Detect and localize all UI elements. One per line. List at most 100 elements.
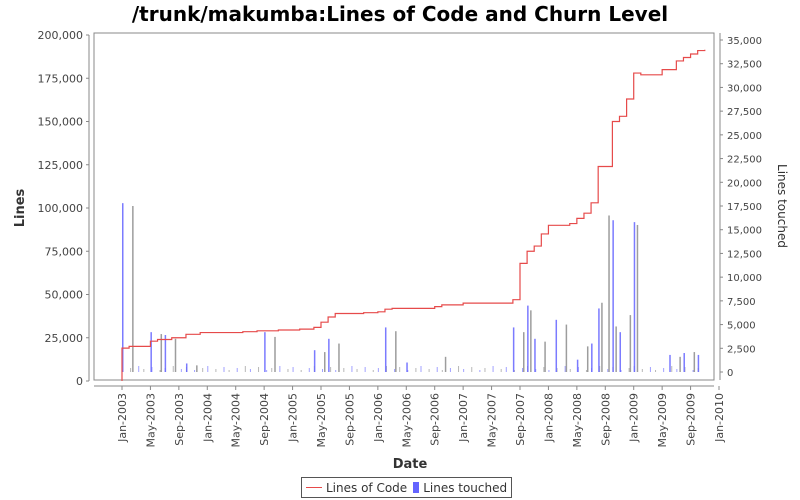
churn-bar bbox=[185, 363, 188, 372]
churn-bar bbox=[565, 324, 568, 372]
x-tick-label: Sep-2006 bbox=[429, 393, 442, 446]
y-right-tick-label: 27,500 bbox=[727, 107, 762, 118]
churn-bar bbox=[530, 310, 532, 372]
x-tick-label: Sep-2009 bbox=[685, 393, 698, 446]
churn-bar bbox=[615, 326, 617, 372]
churn-bar bbox=[523, 332, 525, 372]
y-tick-label: 200,000 bbox=[38, 29, 84, 42]
x-tick-label: Sep-2008 bbox=[599, 393, 612, 446]
legend-line-swatch bbox=[306, 487, 322, 488]
churn-bar bbox=[512, 327, 515, 372]
churn-bar bbox=[586, 346, 589, 372]
left-y-axis: 0 25,000 50,000 75,000 100,000 125,000 150,000… bbox=[38, 29, 90, 388]
churn-bar bbox=[324, 352, 326, 372]
y-right-tick-label: 25,000 bbox=[727, 131, 762, 142]
churn-bar bbox=[274, 336, 276, 372]
x-tick-label: Jan-2003 bbox=[116, 393, 129, 443]
churn-bar bbox=[527, 305, 529, 372]
churn-bar bbox=[619, 332, 621, 372]
x-axis: Jan-2003 May-2003 Sep-2003 Jan-2004 May-2004… bbox=[94, 385, 726, 448]
y-right-tick-label: 0 bbox=[727, 368, 733, 379]
y-tick-label: 150,000 bbox=[38, 116, 84, 129]
y-tick-label: 50,000 bbox=[45, 289, 84, 302]
x-tick-label: Sep-2007 bbox=[514, 393, 527, 446]
churn-bar bbox=[683, 353, 685, 372]
x-axis-label: Date bbox=[393, 457, 428, 472]
legend-bar-swatch bbox=[413, 482, 420, 493]
chart-title: /trunk/makumba:Lines of Code and Churn L… bbox=[131, 2, 669, 26]
churn-bar bbox=[555, 319, 558, 372]
x-tick-label: May-2004 bbox=[230, 393, 243, 448]
churn-bar bbox=[534, 338, 536, 372]
x-tick-label: Jan-2006 bbox=[372, 393, 385, 443]
y-right-tick-label: 20,000 bbox=[727, 178, 762, 189]
y-right-tick-label: 2,500 bbox=[727, 344, 756, 355]
x-tick-label: May-2003 bbox=[144, 393, 157, 448]
churn-bar bbox=[164, 335, 167, 372]
churn-bar bbox=[612, 220, 614, 372]
y-right-tick-label: 15,000 bbox=[727, 226, 762, 237]
churn-bar bbox=[384, 327, 387, 372]
x-tick-label: May-2006 bbox=[400, 393, 413, 448]
churn-bar bbox=[338, 343, 340, 372]
churn-bar bbox=[395, 331, 397, 372]
churn-bar bbox=[132, 206, 134, 372]
y-tick-label: 25,000 bbox=[45, 332, 84, 345]
churn-bar bbox=[406, 362, 408, 372]
churn-bar bbox=[544, 341, 546, 372]
x-tick-label: May-2007 bbox=[486, 393, 499, 448]
churn-bar bbox=[313, 350, 316, 372]
y-right-tick-label: 10,000 bbox=[727, 273, 762, 284]
y-tick-label: 175,000 bbox=[38, 72, 84, 85]
x-tick-label: May-2005 bbox=[315, 393, 328, 448]
x-tick-label: May-2009 bbox=[656, 393, 669, 448]
y-tick-label: 75,000 bbox=[45, 245, 84, 258]
y-tick-label: 0 bbox=[76, 375, 83, 388]
churn-bar bbox=[636, 224, 639, 372]
churn-bar bbox=[591, 343, 593, 372]
churn-bar bbox=[444, 356, 447, 372]
churn-bar bbox=[196, 365, 198, 372]
churn-bar bbox=[160, 334, 163, 372]
churn-bar bbox=[174, 338, 177, 372]
churn-bar bbox=[576, 359, 579, 372]
churn-bar bbox=[598, 308, 600, 372]
y-right-tick-label: 35,000 bbox=[727, 36, 762, 47]
churn-bar bbox=[697, 354, 700, 372]
churn-bar bbox=[629, 315, 632, 372]
legend-lines-touched: Lines touched bbox=[423, 480, 508, 495]
y-right-tick-label: 12,500 bbox=[727, 249, 762, 260]
x-tick-label: May-2008 bbox=[571, 393, 584, 448]
y-right-tick-label: 7,500 bbox=[727, 297, 756, 308]
legend: Lines of Code Lines touched bbox=[301, 477, 513, 498]
x-tick-label: Jan-2005 bbox=[287, 393, 300, 443]
churn-bar bbox=[122, 203, 124, 372]
x-tick-label: Sep-2004 bbox=[258, 393, 271, 446]
lines-of-code-line bbox=[121, 49, 706, 381]
y-axis-label: Lines bbox=[13, 188, 28, 227]
churn-bar bbox=[669, 354, 671, 372]
churn-bar bbox=[693, 352, 696, 372]
churn-bar bbox=[633, 222, 636, 372]
churn-bar bbox=[679, 356, 681, 372]
churn-bar bbox=[150, 332, 152, 372]
churn-bar bbox=[328, 338, 330, 372]
x-tick-label: Jan-2009 bbox=[628, 393, 641, 443]
y-axis-right-label: Lines touched bbox=[775, 164, 789, 248]
x-tick-label: Jan-2008 bbox=[542, 393, 555, 443]
x-tick-label: Jan-2010 bbox=[713, 393, 726, 443]
churn-bar bbox=[608, 215, 610, 372]
x-tick-label: Jan-2004 bbox=[201, 393, 214, 443]
legend-lines-of-code: Lines of Code bbox=[326, 480, 408, 495]
lines-touched-bars bbox=[122, 203, 700, 372]
y-tick-label: 100,000 bbox=[38, 202, 84, 215]
y-right-tick-label: 17,500 bbox=[727, 202, 762, 213]
x-tick-label: Sep-2003 bbox=[173, 393, 186, 446]
x-tick-label: Jan-2007 bbox=[457, 393, 470, 443]
churn-bar bbox=[264, 332, 266, 372]
y-right-tick-label: 5,000 bbox=[727, 321, 756, 332]
y-right-tick-label: 32,500 bbox=[727, 60, 762, 71]
y-tick-label: 125,000 bbox=[38, 159, 84, 172]
x-tick-label: Sep-2005 bbox=[343, 393, 356, 446]
